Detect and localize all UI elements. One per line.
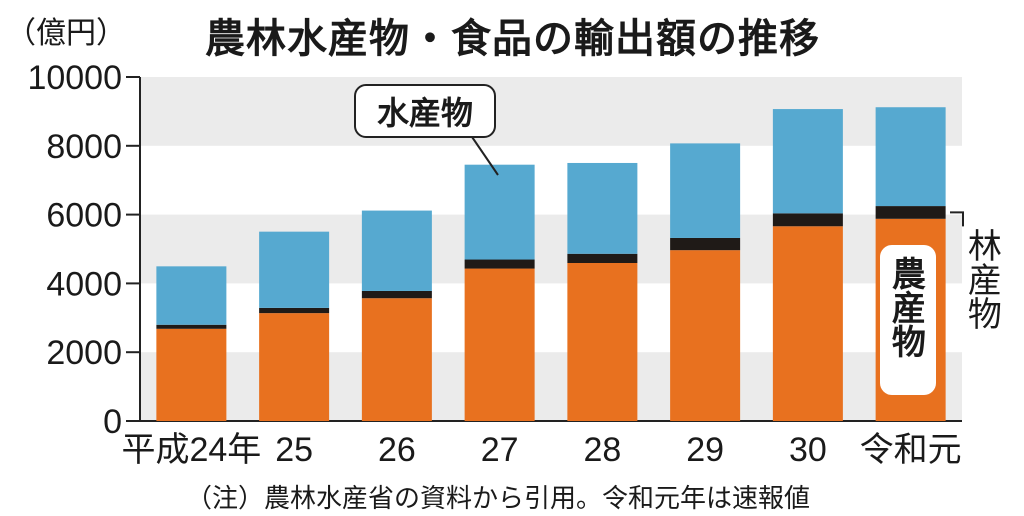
y-tick-label: 2000 (46, 334, 122, 372)
bar-segment-forestry (875, 206, 946, 219)
bar-segment-agriculture (670, 250, 741, 421)
bar-segment-forestry (464, 259, 535, 269)
source-note: （注）農林水産省の資料から引用。令和元年は速報値 (186, 484, 811, 514)
x-tick-label: 平成24年 (121, 431, 261, 469)
bar-segment-fisheries (567, 162, 638, 254)
bar-segment-agriculture (567, 263, 638, 421)
bar-segment-agriculture (464, 268, 535, 421)
agriculture-label: 農産物 (885, 256, 926, 358)
bar-segment-fisheries (156, 266, 227, 325)
bar-segment-fisheries (875, 107, 946, 207)
x-tick-label: 30 (789, 431, 827, 469)
bar-segment-forestry (670, 237, 741, 251)
bar-segment-agriculture (156, 328, 227, 421)
chart-title: 農林水産物・食品の輸出額の推移 (205, 16, 820, 62)
bar-segment-forestry (156, 324, 227, 329)
y-axis-unit: （億円） (6, 16, 126, 51)
y-tick-label: 8000 (46, 128, 122, 166)
x-tick-label: 29 (686, 431, 724, 469)
bar-segment-fisheries (259, 231, 330, 308)
forestry-leader (950, 211, 964, 227)
x-tick-label: 25 (275, 431, 313, 469)
x-tick-label: 26 (378, 431, 416, 469)
y-tick-label: 6000 (46, 197, 122, 235)
bar-segment-fisheries (464, 164, 535, 260)
bar-segment-agriculture (361, 298, 432, 421)
bar-segment-forestry (567, 253, 638, 264)
bar-segment-forestry (361, 290, 432, 299)
bar-segment-fisheries (670, 143, 741, 238)
bar-segment-fisheries (772, 109, 843, 214)
bar-segment-agriculture (772, 226, 843, 421)
forestry-label: 林産物 (961, 228, 1002, 330)
x-tick-label: 令和元 (860, 431, 962, 469)
fisheries-callout: 水産物 (354, 84, 496, 138)
bar-segment-forestry (259, 307, 330, 314)
bar-segment-fisheries (361, 210, 432, 291)
bar-segment-forestry (772, 213, 843, 227)
callout-pointer (469, 133, 499, 176)
x-tick-label: 28 (583, 431, 621, 469)
y-tick-label: 0 (103, 403, 122, 441)
agriculture-label-box (880, 245, 936, 395)
y-tick-label: 10000 (27, 59, 122, 97)
x-tick-label: 27 (481, 431, 519, 469)
y-tick-label: 4000 (46, 265, 122, 303)
bar-segment-agriculture (259, 313, 330, 421)
